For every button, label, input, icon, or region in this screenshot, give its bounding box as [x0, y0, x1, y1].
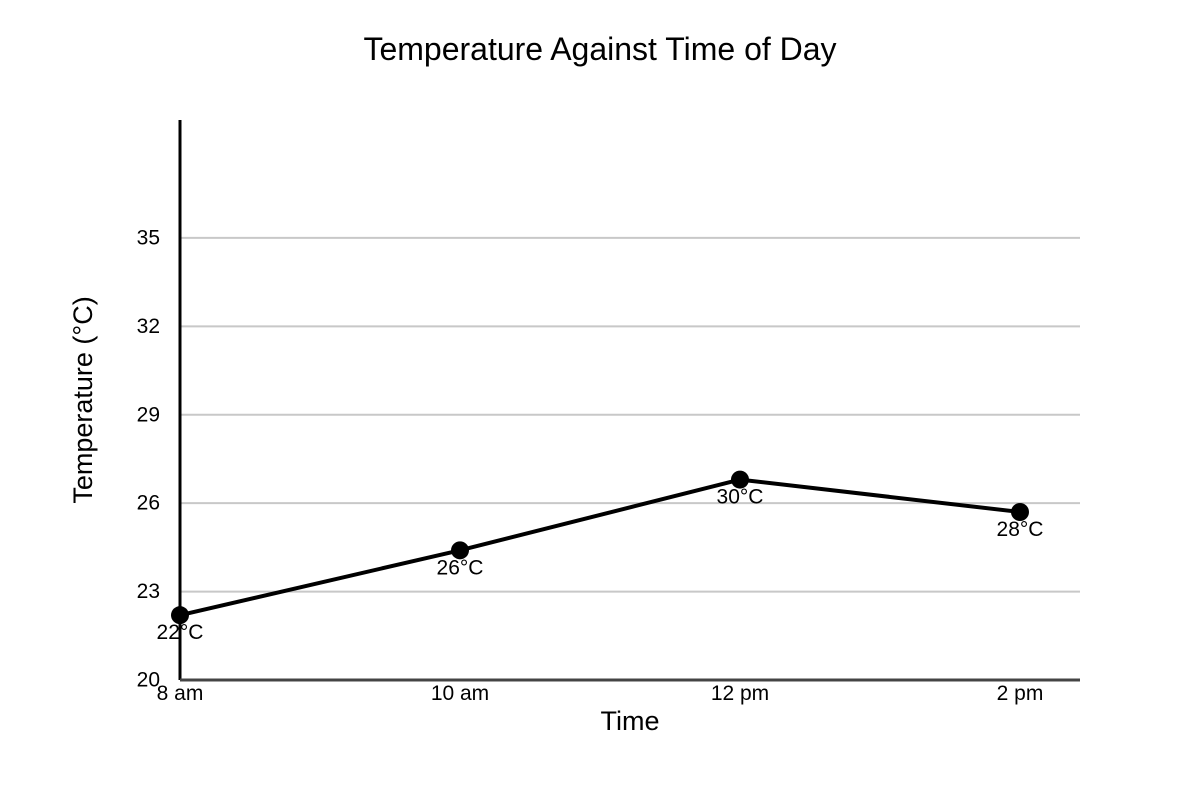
- data-label: 28°C: [997, 518, 1044, 541]
- x-axis-title: Time: [601, 706, 660, 736]
- temperature-series-line: [179, 477, 1021, 618]
- y-tick-label: 20: [137, 669, 160, 692]
- x-tick-label: 12 pm: [711, 682, 769, 705]
- y-axis-title: Temperature (°C): [68, 296, 98, 503]
- data-point: [731, 470, 749, 489]
- data-labels: 22°C 26°C 30°C 28°C: [157, 486, 1044, 645]
- chart-title: Temperature Against Time of Day: [363, 31, 836, 67]
- y-axis-ticks: 35 32 29 26 23 20: [137, 226, 160, 691]
- data-label: 22°C: [157, 621, 204, 644]
- y-tick-label: 29: [137, 403, 160, 426]
- data-points: [171, 470, 1029, 625]
- data-point: [171, 606, 189, 625]
- y-tick-label: 23: [137, 580, 160, 603]
- data-point: [1011, 503, 1029, 521]
- data-point: [451, 541, 469, 560]
- y-tick-label: 26: [137, 492, 160, 515]
- data-label: 26°C: [437, 556, 484, 579]
- gridlines: [180, 236, 1080, 593]
- y-tick-label: 35: [137, 226, 160, 249]
- x-tick-label: 2 pm: [997, 682, 1044, 705]
- data-label: 30°C: [717, 486, 764, 509]
- x-tick-label: 8 am: [157, 682, 204, 705]
- x-axis-ticks: 8 am 10 am 12 pm 2 pm: [157, 682, 1044, 705]
- y-tick-label: 32: [137, 315, 160, 338]
- x-tick-label: 10 am: [431, 682, 489, 705]
